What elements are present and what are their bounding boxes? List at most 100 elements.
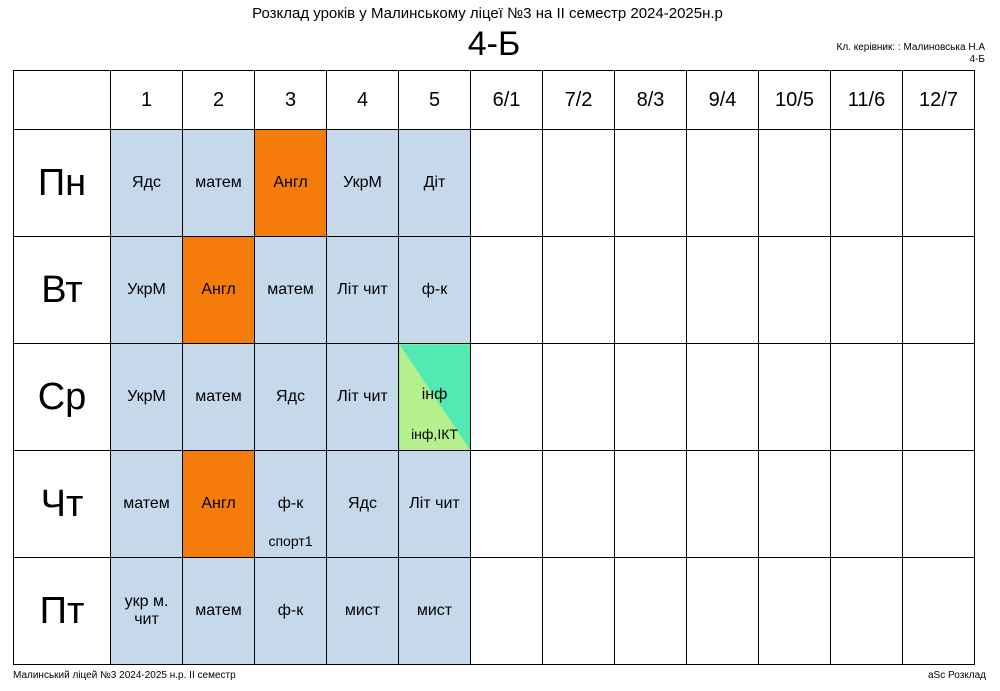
empty-cell — [902, 236, 975, 344]
lesson-cell: ф-к — [254, 557, 327, 665]
empty-cell — [614, 129, 687, 237]
footer-school: Малинський ліцей №3 2024-2025 н.р. ІІ се… — [13, 670, 236, 681]
lesson-cell: ф-к спорт1 — [254, 450, 327, 558]
class-name: 4-Б — [467, 25, 521, 63]
empty-cell — [902, 129, 975, 237]
lesson-subject: УкрМ — [343, 174, 382, 191]
empty-cell — [830, 557, 903, 665]
period-header: 8/3 — [614, 70, 687, 130]
period-header: 10/5 — [758, 70, 831, 130]
lesson-cell: Англ — [254, 129, 327, 237]
empty-cell — [614, 343, 687, 451]
day-row: Чт матем Англ ф-к спорт1 Ядс Літ чит — [13, 450, 975, 558]
day-label: Чт — [13, 450, 111, 558]
lesson-cell: Літ чит — [398, 450, 471, 558]
lesson-subject: УкрМ — [127, 281, 166, 298]
empty-cell — [830, 129, 903, 237]
lesson-subject: матем — [267, 281, 314, 298]
lesson-subject: матем — [195, 602, 242, 619]
empty-cell — [686, 557, 759, 665]
footer-app: aSc Розклад — [928, 670, 986, 681]
lesson-subject: мист — [416, 602, 453, 619]
lesson-cell: УкрМ — [110, 236, 183, 344]
empty-cell — [686, 343, 759, 451]
empty-cell — [614, 450, 687, 558]
lesson-subject: Літ чит — [409, 495, 460, 512]
lesson-subject: Ядс — [276, 388, 305, 405]
period-header: 2 — [182, 70, 255, 130]
empty-cell — [830, 343, 903, 451]
empty-cell — [686, 129, 759, 237]
empty-cell — [686, 450, 759, 558]
lesson-subject: УкрМ — [127, 388, 166, 405]
lesson-cell: УкрМ — [326, 129, 399, 237]
empty-cell — [470, 450, 543, 558]
empty-cell — [470, 236, 543, 344]
lesson-cell: Ядс — [110, 129, 183, 237]
lesson-cell: матем — [182, 343, 255, 451]
empty-cell — [614, 557, 687, 665]
empty-cell — [830, 450, 903, 558]
lesson-subject: Англ — [273, 174, 308, 191]
period-header: 5 — [398, 70, 471, 130]
day-label: Пт — [13, 557, 111, 665]
period-header-row: 1 2 3 4 5 6/1 7/2 8/3 9/4 10/5 11/6 12/7 — [13, 70, 975, 130]
lesson-cell: мист — [398, 557, 471, 665]
empty-cell — [758, 236, 831, 344]
empty-cell — [542, 343, 615, 451]
lesson-cell: матем — [182, 129, 255, 237]
empty-cell — [902, 557, 975, 665]
lesson-subject: ф-к — [277, 602, 304, 619]
teacher-info: Кл. керівник: : Малиновська Н.А 4-Б — [837, 42, 985, 66]
empty-cell — [542, 129, 615, 237]
day-label: Ср — [13, 343, 111, 451]
day-row: Вт УкрМ Англ матем Літ чит ф-к — [13, 236, 975, 344]
lesson-cell: ф-к — [398, 236, 471, 344]
period-header: 3 — [254, 70, 327, 130]
lesson-subject: матем — [123, 495, 170, 512]
empty-cell — [758, 343, 831, 451]
period-header: 9/4 — [686, 70, 759, 130]
lesson-cell: УкрМ — [110, 343, 183, 451]
lesson-room: інф,ІКТ — [411, 426, 458, 442]
lesson-subject: ф-к — [421, 281, 448, 298]
empty-cell — [758, 557, 831, 665]
lesson-subject: матем — [195, 174, 242, 191]
empty-cell — [614, 236, 687, 344]
day-row: Пн Ядс матем Англ УкрМ Діт — [13, 129, 975, 237]
timetable-grid: 1 2 3 4 5 6/1 7/2 8/3 9/4 10/5 11/6 12/7… — [13, 70, 975, 665]
lesson-cell: Літ чит — [326, 343, 399, 451]
lesson-subject: Англ — [201, 495, 236, 512]
empty-cell — [542, 557, 615, 665]
period-header: 11/6 — [830, 70, 903, 130]
lesson-subject: мист — [344, 602, 381, 619]
lesson-cell: укр м. чит — [110, 557, 183, 665]
lesson-subject: Літ чит — [337, 388, 388, 405]
lesson-subject: Літ чит — [337, 281, 388, 298]
lesson-subject: Ядс — [132, 174, 161, 191]
lesson-cell: Англ — [182, 450, 255, 558]
period-header: 6/1 — [470, 70, 543, 130]
lesson-cell: матем — [182, 557, 255, 665]
lesson-cell: Ядс — [326, 450, 399, 558]
lesson-cell: матем — [254, 236, 327, 344]
lesson-subject: Діт — [423, 174, 446, 191]
day-label: Вт — [13, 236, 111, 344]
lesson-subject: інф — [421, 386, 448, 403]
lesson-subject: укр м. чит — [124, 593, 169, 628]
empty-cell — [470, 129, 543, 237]
empty-cell — [686, 236, 759, 344]
teacher-line: Кл. керівник: : Малиновська Н.А — [836, 42, 985, 53]
empty-cell — [542, 236, 615, 344]
lesson-cell: Літ чит — [326, 236, 399, 344]
period-header: 7/2 — [542, 70, 615, 130]
lesson-subject: матем — [195, 388, 242, 405]
period-header: 1 — [110, 70, 183, 130]
period-header: 12/7 — [902, 70, 975, 130]
empty-cell — [830, 236, 903, 344]
empty-cell — [542, 450, 615, 558]
day-row: Пт укр м. чит матем ф-к мист мист — [13, 557, 975, 665]
empty-cell — [470, 343, 543, 451]
empty-cell — [758, 450, 831, 558]
lesson-subject: ф-к — [277, 495, 304, 512]
